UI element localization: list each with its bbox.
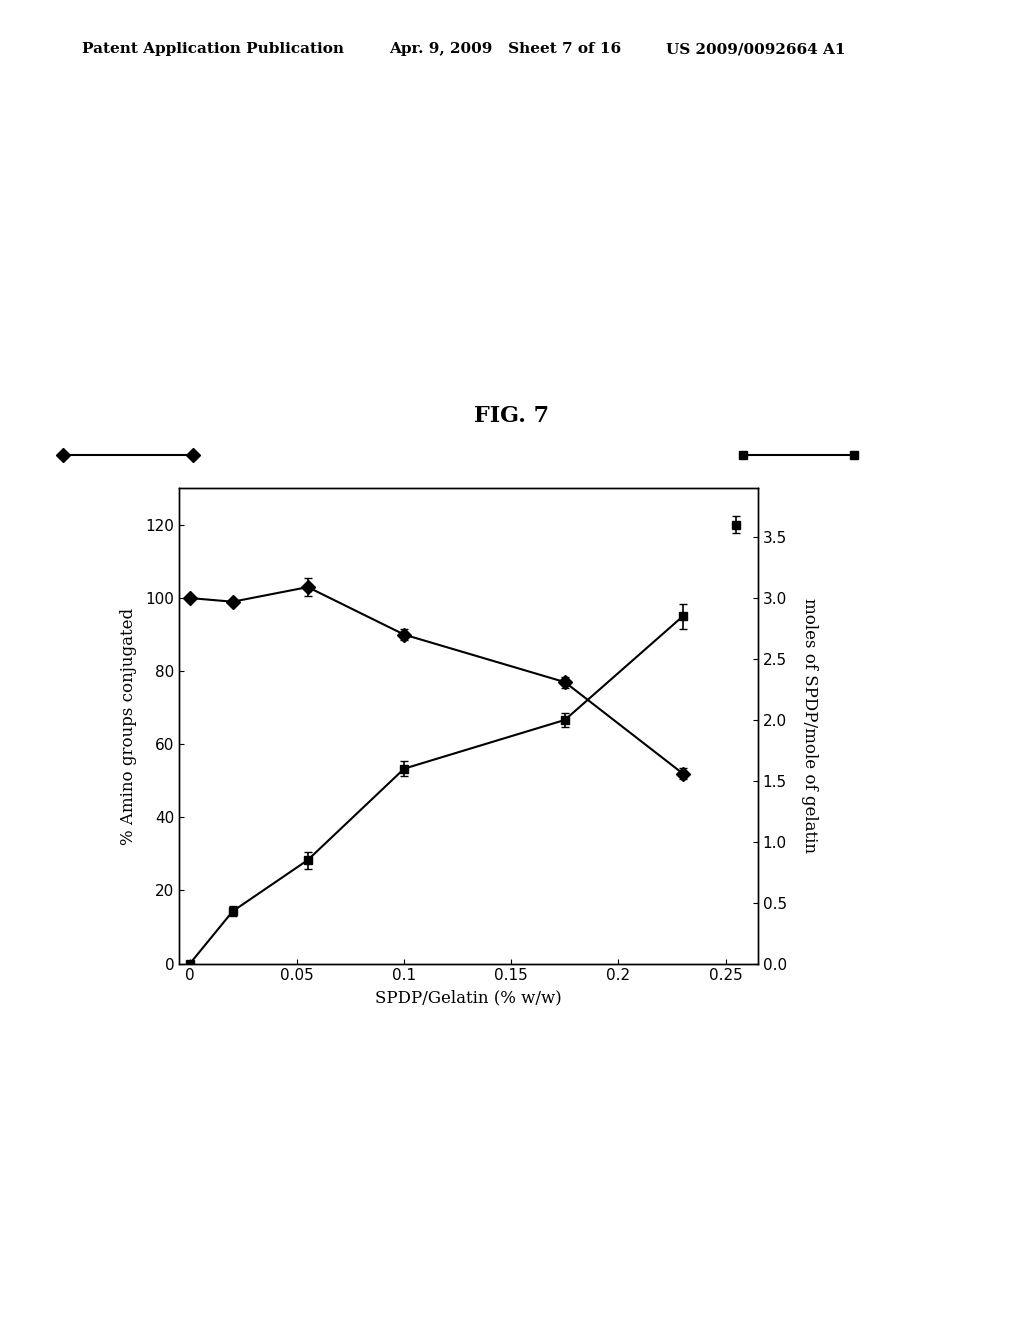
Text: Patent Application Publication: Patent Application Publication [82, 42, 344, 57]
X-axis label: SPDP/Gelatin (% w/w): SPDP/Gelatin (% w/w) [375, 989, 562, 1006]
Text: US 2009/0092664 A1: US 2009/0092664 A1 [666, 42, 845, 57]
Y-axis label: % Amino groups conjugated: % Amino groups conjugated [120, 607, 137, 845]
Y-axis label: moles of SPDP/mole of gelatin: moles of SPDP/mole of gelatin [801, 598, 818, 854]
Text: Apr. 9, 2009   Sheet 7 of 16: Apr. 9, 2009 Sheet 7 of 16 [389, 42, 622, 57]
Text: FIG. 7: FIG. 7 [474, 405, 550, 426]
